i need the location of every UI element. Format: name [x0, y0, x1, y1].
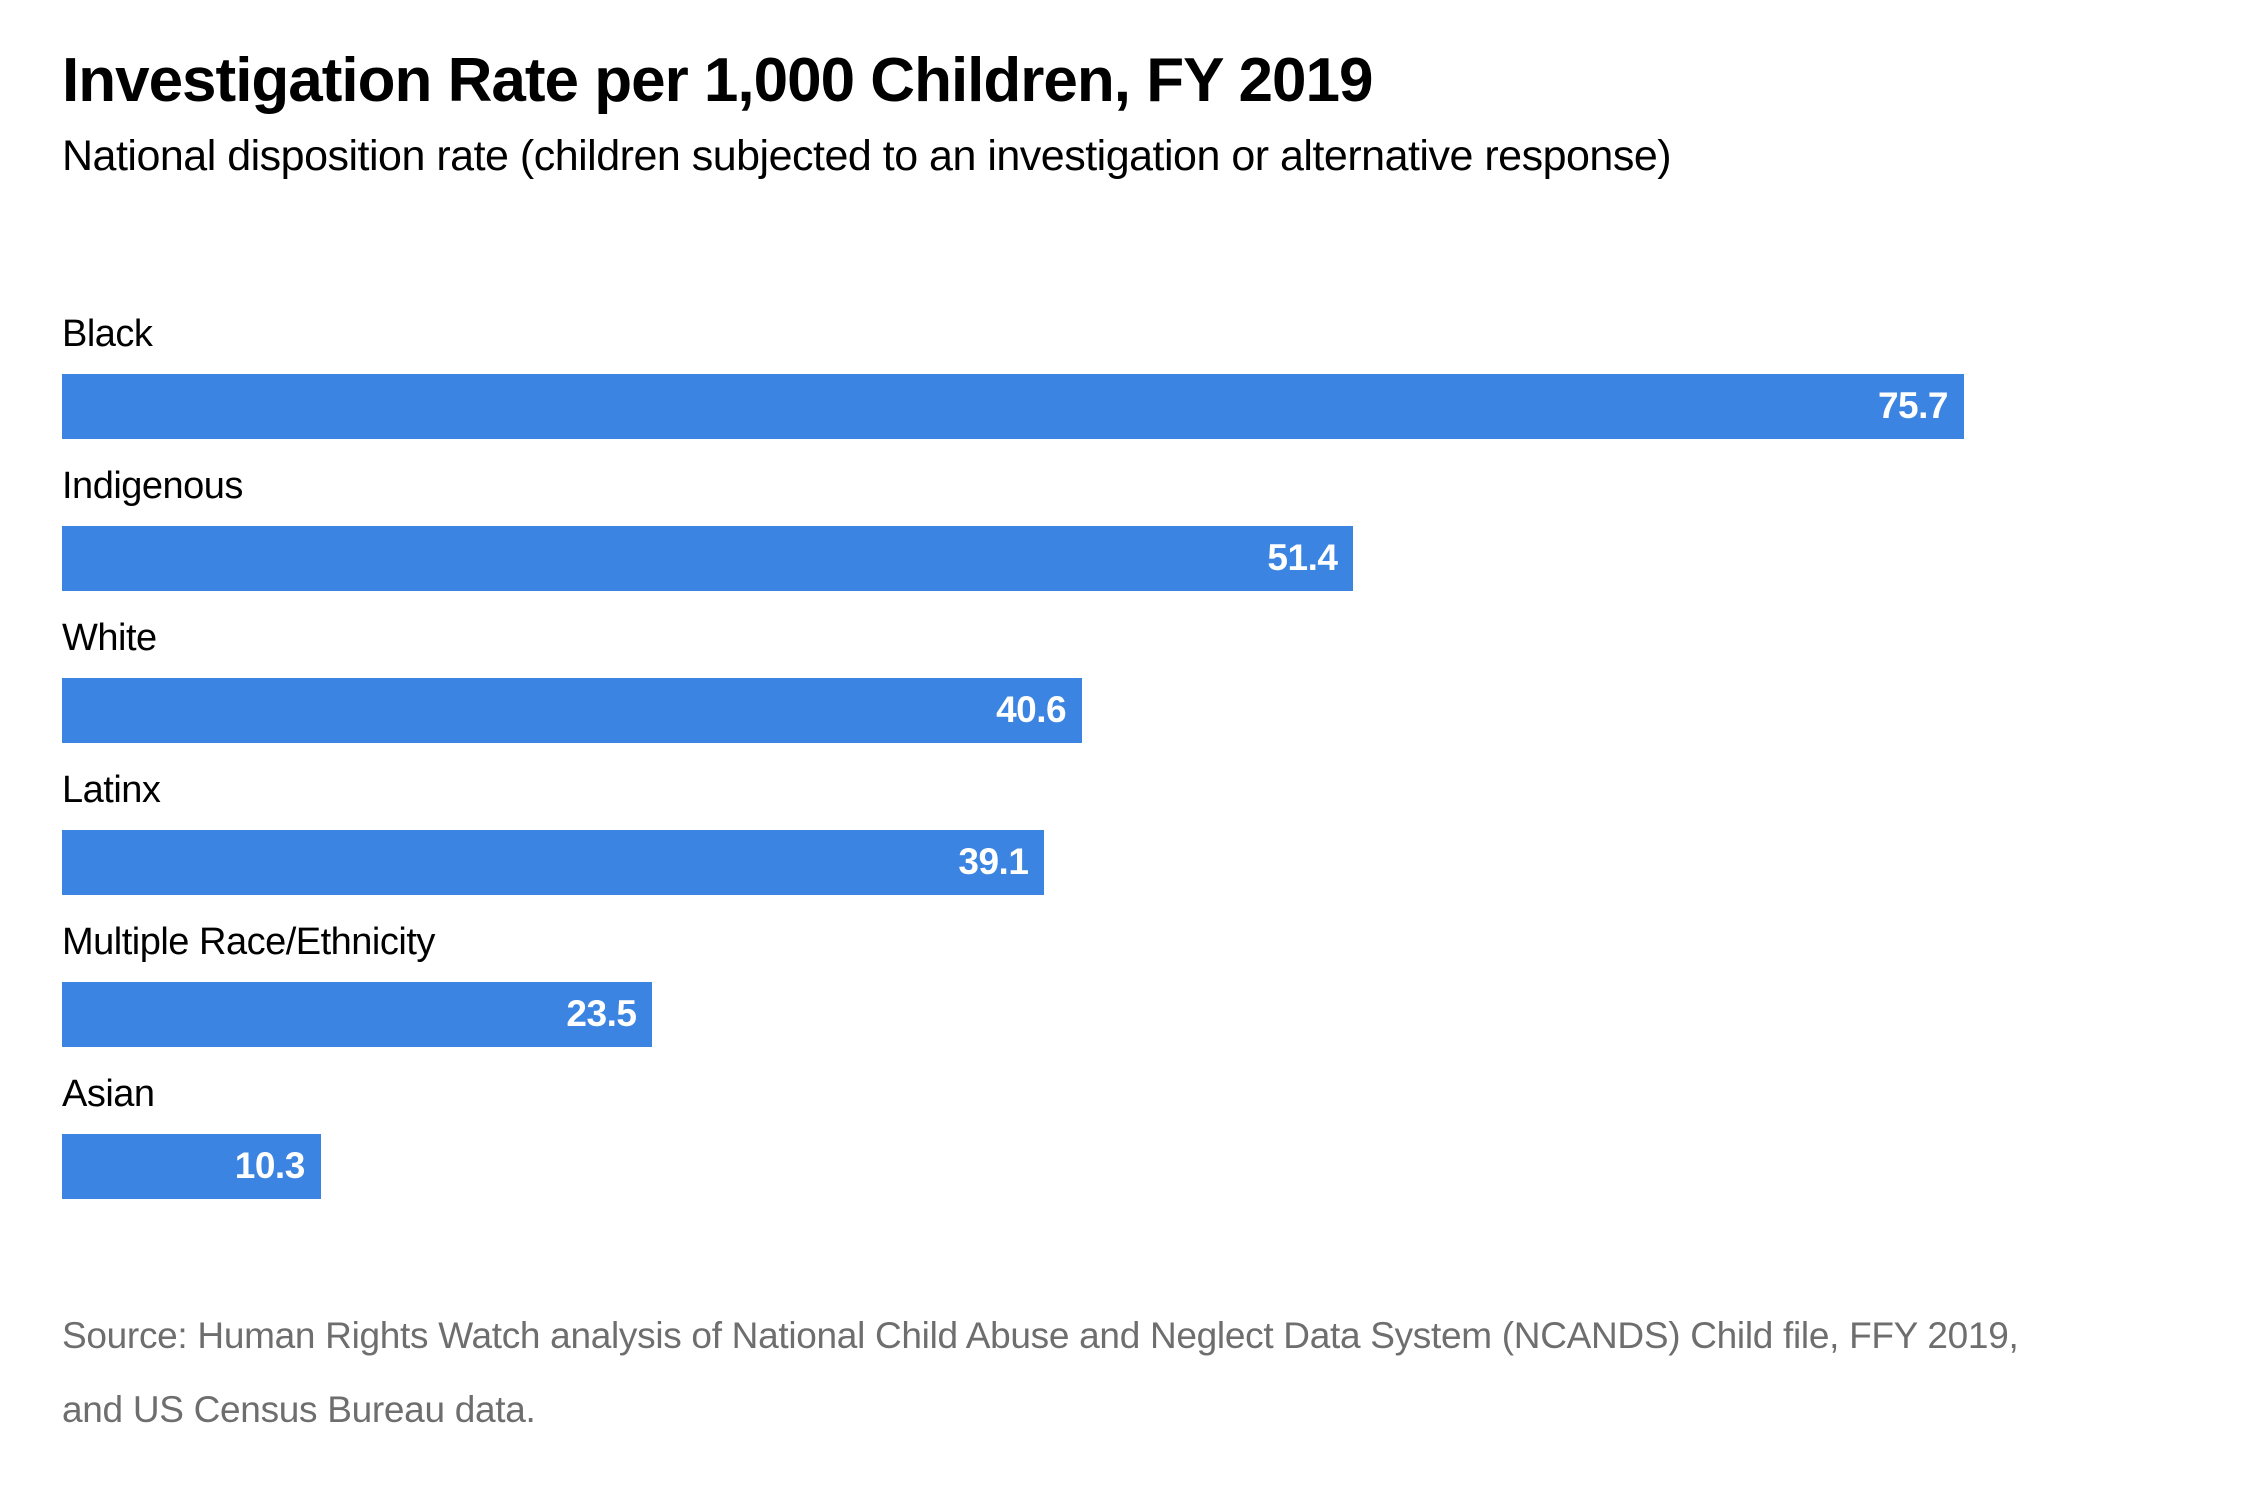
chart-title: Investigation Rate per 1,000 Children, F…: [62, 46, 1373, 115]
bar: 40.6: [62, 677, 1083, 743]
category-label: Multiple Race/Ethnicity: [62, 920, 435, 963]
bar-row: Asian 10.3: [62, 1075, 1964, 1199]
source-line-1: Source: Human Rights Watch analysis of N…: [62, 1314, 2019, 1356]
bar: 51.4: [62, 525, 1354, 591]
bar: 10.3: [62, 1133, 321, 1199]
category-label: White: [62, 616, 157, 659]
chart-page: Investigation Rate per 1,000 Children, F…: [62, 46, 2189, 1428]
source-line-2: and US Census Bureau data.: [62, 1388, 536, 1430]
bar-row: Latinx 39.1: [62, 771, 1964, 895]
bar: 23.5: [62, 981, 653, 1047]
category-label: Black: [62, 312, 153, 355]
bar-row: Indigenous 51.4: [62, 467, 1964, 591]
category-label: Asian: [62, 1072, 155, 1115]
value-label: 75.7: [1877, 385, 1949, 427]
value-label: 23.5: [566, 993, 637, 1035]
bar-row: White 40.6: [62, 619, 1964, 743]
category-label: Latinx: [62, 768, 161, 811]
bar: 75.7: [62, 373, 1964, 439]
value-label: 40.6: [996, 689, 1067, 731]
source-note: Source: Human Rights Watch analysis of N…: [62, 1317, 2189, 1428]
chart-subtitle: National disposition rate (children subj…: [62, 131, 1672, 180]
bar-row: Multiple Race/Ethnicity 23.5: [62, 923, 1964, 1047]
value-label: 39.1: [958, 841, 1029, 883]
value-label: 10.3: [234, 1145, 306, 1187]
bar-row: Black 75.7: [62, 315, 1964, 439]
bar-chart: Black 75.7 Indigenous 51.4 White 40.6 La…: [62, 315, 1964, 1199]
bar: 39.1: [62, 829, 1045, 895]
value-label: 51.4: [1267, 537, 1338, 579]
category-label: Indigenous: [62, 464, 243, 507]
